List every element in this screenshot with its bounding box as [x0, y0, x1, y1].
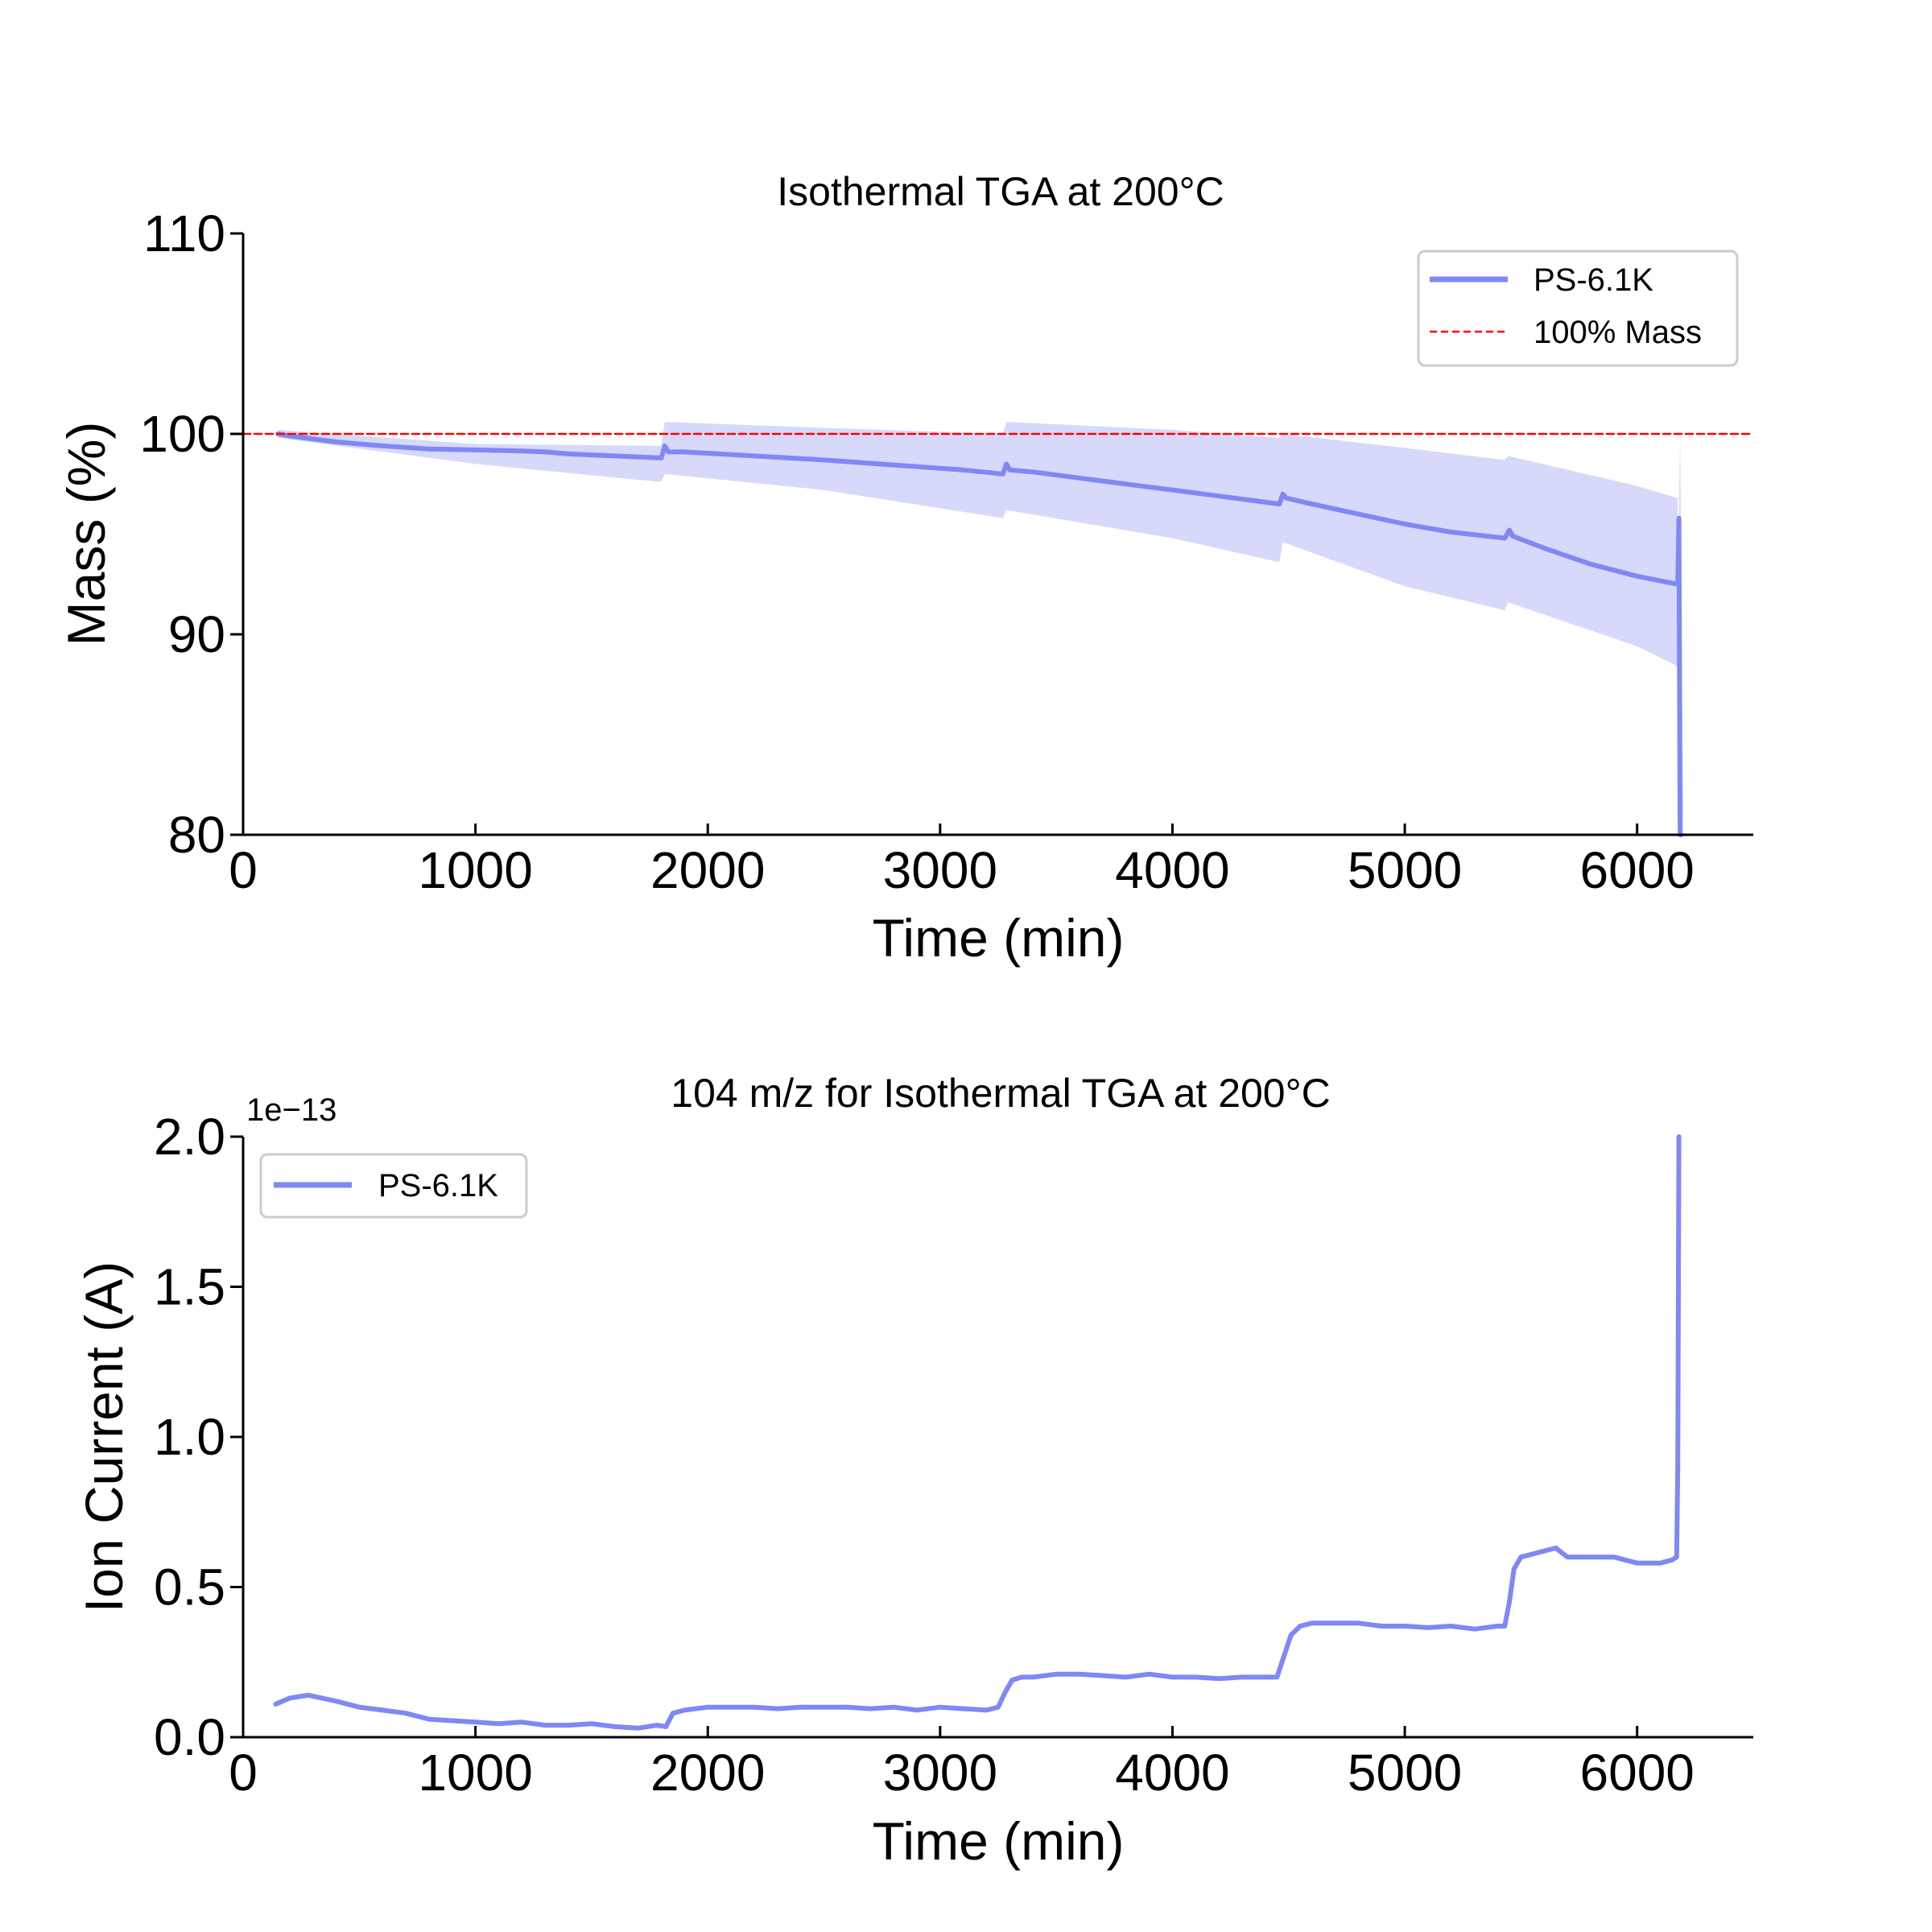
mass-series-group [242, 431, 1755, 837]
ion-legend: PS-6.1K [259, 1153, 528, 1219]
ion-chart-title: 104 m/z for Isothermal TGA at 200°C [671, 1071, 1330, 1116]
mass-x-tick-label: 1000 [418, 841, 532, 899]
ion-series-line-0 [273, 1134, 1682, 1731]
ion-legend-label-ps: PS-6.1K [378, 1168, 498, 1203]
mass-x-tick-label: 6000 [1580, 841, 1695, 899]
mass-axes [242, 233, 1753, 836]
ion-x-tick-label: 6000 [1580, 1744, 1695, 1802]
mass-x-tick-label: 4000 [1115, 841, 1229, 899]
mass-x-tick-label: 3000 [883, 841, 997, 899]
ion-series-group [273, 1134, 1682, 1731]
mass-chart: Isothermal TGA at 200°C 0 1000 2000 3000 400… [56, 169, 1755, 968]
ion-axes [242, 1137, 1753, 1739]
ion-x-ticks: 0 1000 2000 3000 4000 5000 6000 [229, 1726, 1695, 1802]
ion-y-tick-label: 1.5 [154, 1258, 225, 1316]
ion-x-tick-label: 1000 [418, 1744, 532, 1802]
mass-chart-title: Isothermal TGA at 200°C [777, 169, 1224, 214]
ion-y-tick-label: 0.0 [154, 1708, 225, 1766]
ion-y-offset-label: 1e−13 [246, 1092, 336, 1128]
mass-y-axis-label: Mass (%) [56, 422, 116, 646]
ion-y-axis-label: Ion Current (A) [74, 1261, 134, 1612]
mass-std-band [278, 422, 1684, 835]
mass-std-band-area [278, 422, 1678, 667]
ion-x-tick-label: 2000 [650, 1744, 765, 1802]
ion-y-tick-label: 2.0 [154, 1108, 225, 1166]
mass-x-axis-label: Time (min) [873, 908, 1125, 968]
ion-current-chart: 104 m/z for Isothermal TGA at 200°C 1e−1… [74, 1071, 1753, 1871]
ion-legend-frame [259, 1153, 528, 1219]
mass-x-tick-label: 2000 [650, 841, 765, 899]
mass-y-tick-label: 80 [168, 806, 225, 864]
mass-y-tick-label: 110 [143, 204, 225, 262]
mass-y-tick-label: 90 [168, 605, 225, 663]
ion-x-tick-label: 3000 [883, 1744, 997, 1802]
mass-legend-label-ps: PS-6.1K [1534, 262, 1653, 298]
mass-series-line-0 [275, 431, 1684, 837]
mass-x-ticks: 0 1000 2000 3000 4000 5000 6000 [229, 824, 1695, 899]
ion-x-tick-label: 5000 [1348, 1744, 1462, 1802]
ion-y-ticks: 0.0 0.5 1.0 1.5 2.0 [154, 1108, 243, 1766]
mass-legend-label-100: 100% Mass [1534, 315, 1702, 350]
ion-x-tick-label: 4000 [1115, 1744, 1229, 1802]
mass-x-tick-label: 5000 [1348, 841, 1462, 899]
mass-y-ticks: 80 90 100 110 [139, 204, 243, 864]
mass-x-tick-label: 0 [229, 841, 258, 899]
mass-y-tick-label: 100 [139, 405, 225, 463]
ion-y-tick-label: 0.5 [154, 1558, 225, 1616]
ion-x-tick-label: 0 [229, 1744, 258, 1802]
mass-legend: PS-6.1K 100% Mass [1417, 250, 1739, 367]
ion-y-tick-label: 1.0 [154, 1408, 225, 1466]
ion-x-axis-label: Time (min) [873, 1811, 1125, 1871]
